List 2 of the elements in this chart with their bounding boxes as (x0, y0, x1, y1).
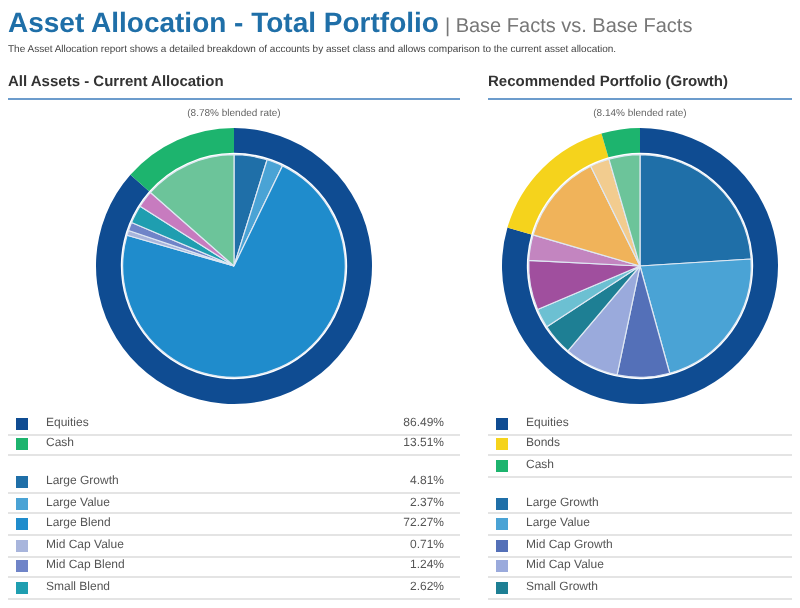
text: Asset Allocation - Total Portfolio (8, 6, 439, 38)
text: | Base Facts vs. Base Facts (444, 16, 693, 38)
